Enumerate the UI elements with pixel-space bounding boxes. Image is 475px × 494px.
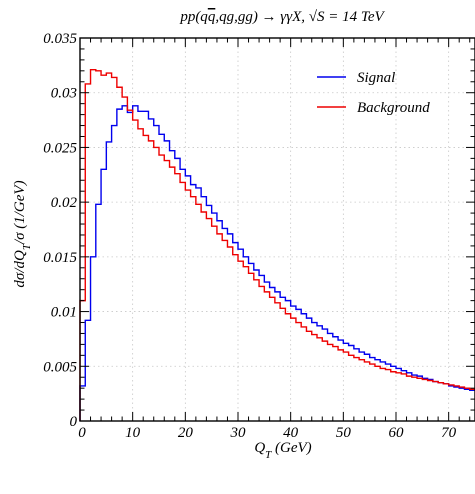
x-axis-label: QT (GeV)	[254, 440, 311, 461]
y-tick-label: 0.02	[51, 195, 78, 211]
x-tick-label: 40	[283, 425, 299, 441]
x-tick-label: 30	[230, 425, 247, 441]
y-tick-label: 0.025	[43, 140, 77, 156]
grid	[80, 38, 475, 421]
x-tick-label: 50	[336, 425, 352, 441]
x-tick-label: 0	[78, 425, 86, 441]
ticks	[79, 37, 475, 422]
legend-label-background: Background	[357, 100, 430, 116]
x-tick-label: 70	[441, 425, 457, 441]
legend-label-signal: Signal	[357, 70, 395, 86]
y-tick-label: 0.01	[51, 305, 77, 321]
series-signal-histogram	[79, 105, 475, 421]
plot-frame	[79, 37, 475, 422]
tick-labels: 0 10 20 30 40 50 60 70 0 0.005 0.01 0.015 0.02 0.025 0…	[43, 31, 456, 441]
y-axis-label: dσ/dQT/σ (1/GeV)	[12, 180, 33, 287]
chart-title: pp(qq,qg,gg) → γγX, √S = 14 TeV	[179, 9, 385, 25]
x-tick-label: 20	[178, 425, 194, 441]
y-tick-label: 0.005	[43, 359, 77, 375]
legend: Signal Background	[317, 70, 430, 116]
y-tick-label: 0.035	[43, 31, 77, 47]
y-tick-label: 0.015	[43, 250, 77, 266]
series-background-histogram	[79, 69, 475, 421]
x-tick-label: 10	[125, 425, 141, 441]
y-tick-label: 0	[70, 414, 78, 430]
y-tick-label: 0.03	[51, 86, 77, 102]
x-tick-label: 60	[389, 425, 405, 441]
series-layer	[79, 69, 475, 421]
